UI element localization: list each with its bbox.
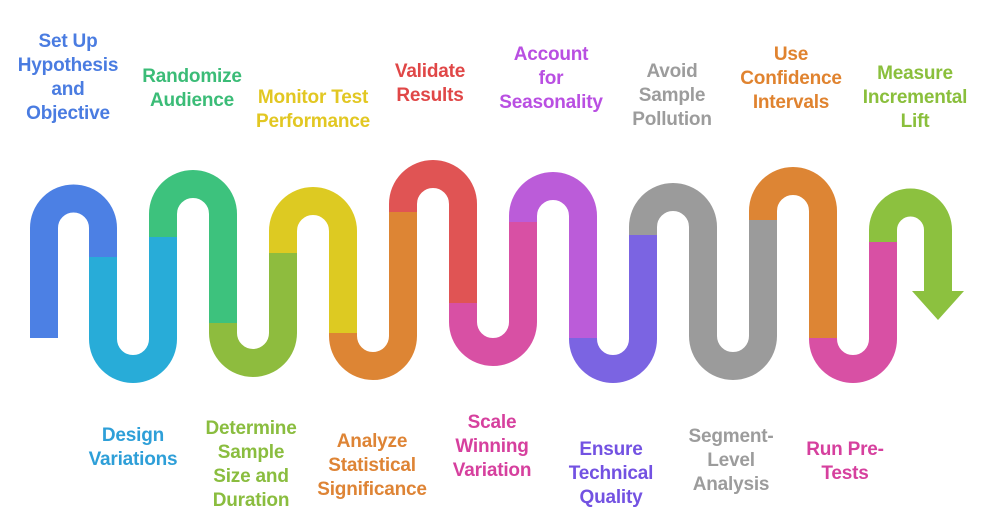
step-label-5: Monitor Test Performance	[256, 87, 370, 132]
step-label-7: Validate Results	[394, 61, 466, 106]
step-label-11: Avoid Sample Pollution	[632, 61, 712, 130]
flow-segment-7	[389, 160, 477, 303]
flow-end-arrow-icon	[912, 291, 964, 320]
flow-segment-15	[869, 188, 952, 294]
step-label-2: Design Variations	[88, 425, 178, 470]
flow-segment-13	[749, 167, 837, 338]
flow-segment-11	[629, 183, 717, 330]
step-label-9: Account for Seasonality	[499, 44, 603, 113]
flow-segment-14	[809, 242, 897, 383]
flow-segment-9	[509, 172, 597, 338]
flow-segment-4	[209, 253, 297, 377]
flow-segment-10	[569, 235, 657, 383]
flow-segment-12	[689, 220, 777, 380]
flow-segment-1	[30, 184, 117, 338]
step-label-10: Ensure Technical Quality	[568, 439, 654, 508]
flow-segment-3	[149, 170, 237, 323]
step-label-3: Randomize Audience	[142, 66, 242, 111]
flow-segment-2	[89, 237, 177, 383]
flow-segment-8	[449, 222, 537, 366]
step-label-14: Run Pre- Tests	[806, 439, 884, 484]
step-label-13: Use Confidence Intervals	[740, 44, 842, 113]
step-label-4: Determine Sample Size and Duration	[205, 418, 297, 511]
flow-segment-6	[329, 212, 417, 380]
step-label-6: Analyze Statistical Significance	[317, 431, 427, 500]
step-label-8: Scale Winning Variation	[452, 412, 532, 481]
step-label-15: Measure Incremental Lift	[862, 63, 968, 132]
step-label-12: Segment- Level Analysis	[688, 426, 774, 495]
step-label-1: Set Up Hypothesis and Objective	[17, 31, 119, 124]
flow-segment-5	[269, 187, 357, 333]
